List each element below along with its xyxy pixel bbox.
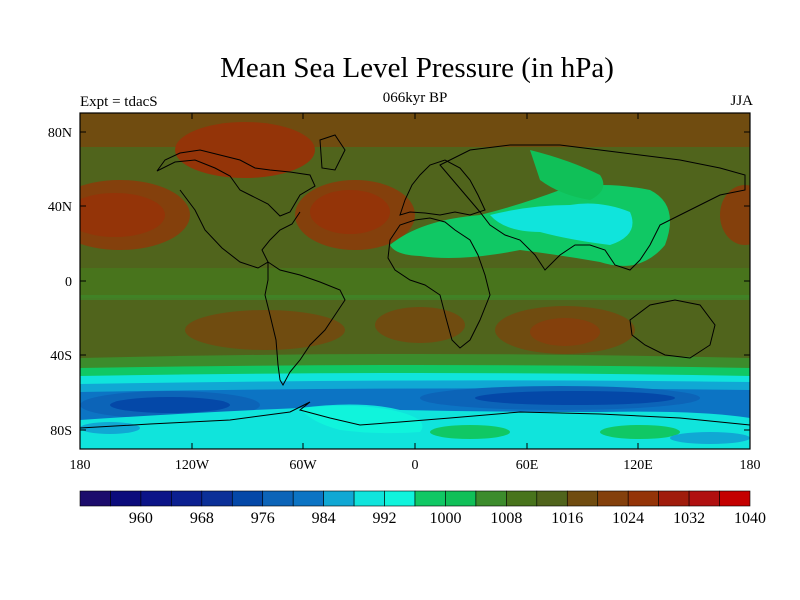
colorbar-swatch	[140, 490, 172, 507]
colorbar-swatch	[597, 490, 629, 507]
lat-label-80s: 80S	[50, 424, 72, 439]
colorbar-swatch	[231, 490, 264, 507]
southern-low-pacific-core	[110, 397, 230, 413]
greenland-outline	[319, 134, 346, 171]
antarctica-coast-outline	[80, 401, 750, 429]
lon-label-180-west: 180	[70, 458, 91, 473]
colorbar-label: 992	[373, 510, 397, 527]
colorbar-swatch	[719, 490, 751, 507]
colorbar-label: 1024	[612, 510, 644, 527]
antarctic-plateau-far-east	[600, 425, 680, 439]
africa-outline	[387, 217, 491, 349]
lon-label-0: 0	[412, 458, 419, 473]
colorbar-label: 960	[129, 510, 153, 527]
colorbar-swatch	[262, 490, 294, 507]
coastlines	[80, 134, 750, 429]
asia-outline	[439, 144, 746, 271]
australia-outline	[629, 299, 716, 359]
colorbar-label: 1016	[551, 510, 583, 527]
colorbar-swatch	[506, 490, 538, 507]
colorbar-swatch	[658, 490, 690, 507]
colorbar-swatch	[566, 490, 599, 507]
colorbar-label: 1040	[734, 510, 766, 527]
antarctic-peninsula-region	[300, 405, 423, 434]
colorbar-swatch	[475, 490, 507, 507]
tropical-band	[80, 268, 750, 298]
lon-label-60w: 60W	[289, 458, 317, 473]
colorbar-label: 1000	[429, 510, 461, 527]
lon-label-60e: 60E	[516, 458, 539, 473]
north-america-west-coast	[179, 189, 301, 269]
europe-outline	[399, 159, 486, 216]
south-pacific-high	[185, 310, 345, 350]
lat-label-40n: 40N	[48, 200, 72, 215]
lat-label-0: 0	[65, 275, 72, 290]
colorbar-swatch	[323, 490, 355, 507]
colorbar-swatch	[110, 490, 142, 507]
lat-label-80n: 80N	[48, 126, 72, 141]
arctic-high-contour	[175, 122, 315, 178]
antarctic-plateau-east	[430, 425, 510, 439]
ross-sea-region	[80, 422, 140, 434]
colorbar	[79, 490, 751, 507]
colorbar-label: 984	[312, 510, 336, 527]
colorbar-swatch	[688, 490, 720, 507]
lat-ticks	[80, 131, 750, 431]
colorbar-swatch	[384, 490, 416, 507]
colorbar-swatch	[171, 490, 203, 507]
colorbar-label: 976	[251, 510, 275, 527]
colorbar-label: 1008	[490, 510, 522, 527]
colorbar-swatch	[627, 490, 659, 507]
lon-label-180-east: 180	[740, 458, 761, 473]
antarctic-coast-east	[670, 432, 750, 444]
east-pacific-high	[720, 185, 750, 245]
colorbar-swatch	[79, 490, 111, 507]
colorbar-swatch	[445, 490, 477, 507]
chart-subtitle: 066kyr BP	[382, 90, 448, 106]
indian-ocean-high-inner	[530, 318, 600, 346]
north-pacific-high-inner	[80, 193, 165, 237]
colorbar-label: 1032	[673, 510, 705, 527]
season-label: JJA	[730, 93, 753, 109]
colorbar-swatch	[536, 490, 568, 507]
colorbar-swatch	[292, 490, 324, 507]
south-atlantic-high	[375, 307, 465, 343]
map-plot-area	[80, 113, 750, 449]
siberia-low	[530, 150, 604, 200]
south-america-outline	[264, 261, 346, 387]
colorbar-label: 968	[190, 510, 214, 527]
asian-low-inner	[490, 203, 633, 245]
equatorial-trough	[80, 295, 750, 300]
colorbar-swatch	[414, 490, 446, 507]
colorbar-swatch	[201, 490, 233, 507]
lon-ticks	[191, 113, 639, 449]
colorbar-swatch	[353, 490, 385, 507]
experiment-label: Expt = tdacS	[80, 94, 158, 110]
north-atlantic-high-inner	[310, 190, 390, 234]
colorbar-labels: 960 968 976 984 992 1000 1008 1016 1024 1032 1040	[129, 510, 766, 527]
lon-label-120w: 120W	[175, 458, 210, 473]
lat-label-40s: 40S	[50, 349, 72, 364]
chart-title: Mean Sea Level Pressure (in hPa)	[220, 52, 614, 84]
southern-low-indian-core	[475, 391, 675, 405]
north-america-outline	[156, 149, 316, 217]
lon-label-120e: 120E	[623, 458, 653, 473]
